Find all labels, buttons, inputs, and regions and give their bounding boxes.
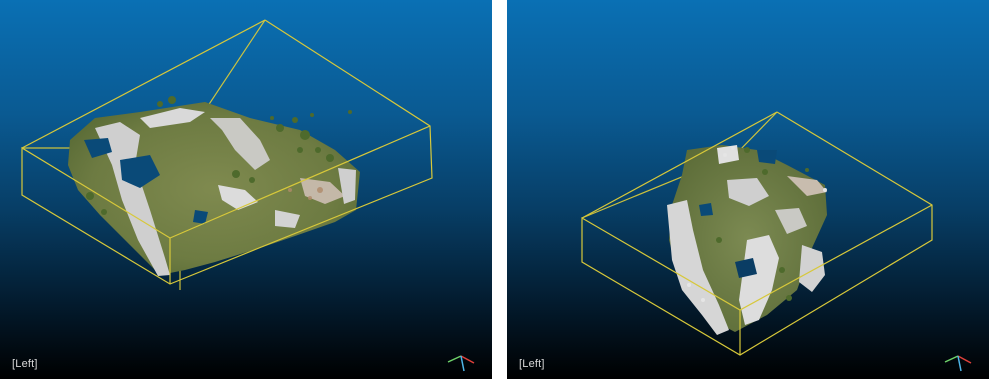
view-label: [Left]: [12, 358, 38, 370]
bounding-box-front: [581, 111, 933, 356]
point-cloud: [667, 145, 827, 335]
point-cloud-scene: [21, 19, 433, 290]
axis-triad-icon: [447, 355, 475, 372]
left-3d-viewport[interactable]: [Left]: [0, 0, 492, 379]
point-cloud: [68, 96, 360, 276]
point-cloud-scene: [581, 111, 933, 356]
axis-triad-icon: [944, 355, 972, 372]
bounding-box-front: [21, 19, 433, 285]
view-label: [Left]: [519, 358, 545, 370]
right-3d-viewport[interactable]: [Left]: [507, 0, 989, 379]
